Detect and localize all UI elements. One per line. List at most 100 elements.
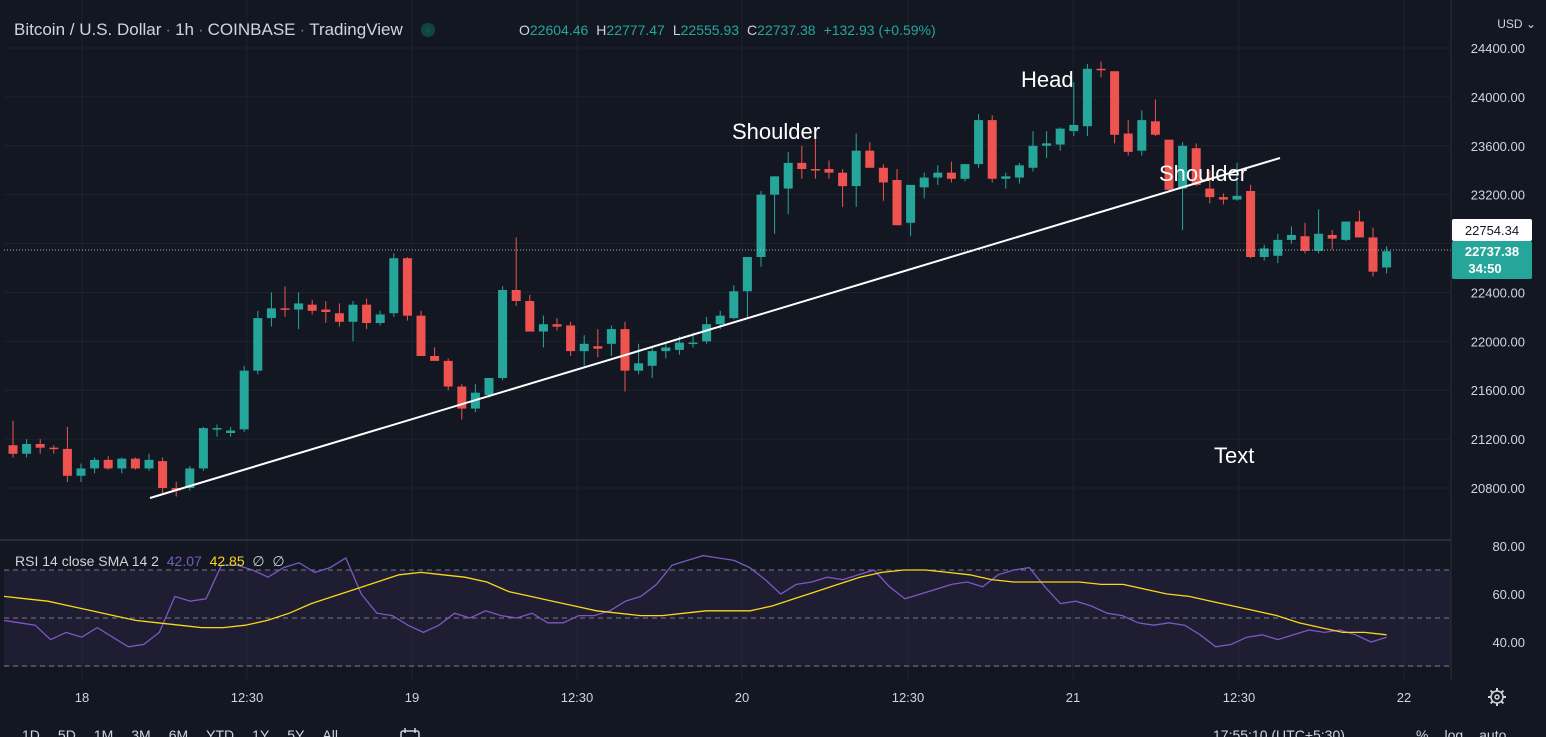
rsi-line xyxy=(3,554,1387,648)
range-6m[interactable]: 6M xyxy=(168,727,189,737)
scale-toggles: % log auto xyxy=(1416,727,1522,737)
close-label: C xyxy=(747,22,758,38)
candle-body xyxy=(144,459,154,469)
time-tick-label: 12:30 xyxy=(892,690,925,705)
candle-body xyxy=(226,430,236,433)
open-value: 22604.46 xyxy=(529,22,589,38)
currency-selector[interactable]: USD ⌄ xyxy=(1497,17,1536,31)
candle-body xyxy=(566,325,576,352)
percent-toggle[interactable]: % xyxy=(1416,727,1429,737)
candle-body xyxy=(498,290,508,378)
price-tick-label: 21600.00 xyxy=(1471,383,1525,398)
candle-body xyxy=(158,461,168,488)
source-label: TradingView xyxy=(309,20,403,39)
open-label: O xyxy=(519,22,530,38)
price-tick-label: 23600.00 xyxy=(1471,139,1525,154)
candle-body xyxy=(1069,125,1079,132)
candle-body xyxy=(185,468,195,488)
range-5y[interactable]: 5Y xyxy=(287,727,305,737)
candle-body xyxy=(375,314,385,323)
high-label: H xyxy=(596,22,607,38)
candle-body xyxy=(1259,248,1269,257)
candle-body xyxy=(838,172,848,187)
candle-body xyxy=(1382,251,1392,268)
candle-body xyxy=(239,370,249,430)
annotation-left-shoulder[interactable]: Shoulder xyxy=(732,119,820,144)
symbol-name[interactable]: Bitcoin / U.S. Dollar xyxy=(14,20,162,39)
candle-body xyxy=(974,120,984,165)
auto-toggle[interactable]: auto xyxy=(1479,727,1507,737)
range-1d[interactable]: 1D xyxy=(22,727,40,737)
rsi-tick-label: 40.00 xyxy=(1492,635,1525,650)
candle-body xyxy=(851,150,861,187)
time-tick-label: 18 xyxy=(75,690,89,705)
candle-body xyxy=(1164,139,1174,190)
rsi-plot xyxy=(3,554,1387,648)
candle-body xyxy=(1001,176,1011,179)
candle-body xyxy=(919,177,929,188)
annotation-head[interactable]: Head xyxy=(1021,67,1074,92)
candle-body xyxy=(321,309,331,312)
candle-body xyxy=(810,169,820,171)
range-ytd[interactable]: YTD xyxy=(206,727,235,737)
candle-body xyxy=(1110,71,1120,135)
candle-body xyxy=(307,304,317,311)
neckline-trendline xyxy=(149,157,1281,499)
candle-body xyxy=(76,468,86,476)
range-5d[interactable]: 5D xyxy=(57,727,76,737)
candle-body xyxy=(688,342,698,345)
candle-body xyxy=(1137,120,1147,151)
currency-label: USD xyxy=(1497,17,1523,31)
market-status-icon xyxy=(420,23,435,37)
last-price-badge xyxy=(1452,241,1532,279)
candle-body xyxy=(348,304,358,322)
annotation-right-shoulder[interactable]: Shoulder xyxy=(1159,161,1247,186)
high-value: 22777.47 xyxy=(606,22,665,38)
settings-gear-icon[interactable] xyxy=(1488,688,1506,706)
range-1y[interactable]: 1Y xyxy=(252,727,270,737)
candle-body xyxy=(661,347,671,352)
range-1m[interactable]: 1M xyxy=(93,727,114,737)
candle-body xyxy=(552,324,562,327)
log-toggle[interactable]: log xyxy=(1444,727,1464,737)
countdown-label: 34:50 xyxy=(1468,261,1501,276)
candle-body xyxy=(674,342,684,350)
grid-lines xyxy=(4,0,1451,680)
candle-body xyxy=(253,318,263,371)
candle-body xyxy=(742,257,752,292)
rsi-extra-2: ∅ xyxy=(272,553,285,569)
rsi-tick-label: 80.00 xyxy=(1492,539,1525,554)
candle-body xyxy=(1341,221,1351,240)
candle-body xyxy=(606,329,616,344)
range-all[interactable]: All xyxy=(322,727,338,737)
range-3m[interactable]: 3M xyxy=(131,727,151,737)
candle-body xyxy=(906,184,916,223)
candle-body xyxy=(511,290,521,301)
interval-label[interactable]: 1h xyxy=(175,20,194,39)
candle-body xyxy=(946,172,956,179)
candle-body xyxy=(525,301,535,332)
annotation-text[interactable]: Text xyxy=(1214,443,1254,468)
candle-body xyxy=(49,447,59,450)
chevron-down-icon: ⌄ xyxy=(1525,17,1536,31)
time-tick-label: 21 xyxy=(1066,690,1080,705)
candle-body xyxy=(22,444,32,454)
candle-body xyxy=(103,459,113,469)
rsi-legend[interactable]: RSI 14 close SMA 14 2 42.07 42.85 ∅ ∅ xyxy=(15,553,285,570)
candle-body xyxy=(362,304,372,323)
candle-body xyxy=(212,428,222,430)
low-label: L xyxy=(672,22,681,38)
candlestick-series xyxy=(8,61,1392,497)
candle-body xyxy=(865,150,875,168)
calendar-icon[interactable] xyxy=(400,728,420,737)
candle-body xyxy=(266,308,276,319)
rsi-guides xyxy=(4,569,1451,667)
clock-readout[interactable]: 17:55:10 (UTC+5:30) xyxy=(1213,727,1345,737)
price-tick-label: 22400.00 xyxy=(1471,285,1525,300)
price-tick-label: 23200.00 xyxy=(1471,188,1525,203)
candle-body xyxy=(1205,188,1215,198)
candle-body xyxy=(1028,145,1038,168)
candle-body xyxy=(8,445,18,454)
candle-body xyxy=(756,194,766,257)
